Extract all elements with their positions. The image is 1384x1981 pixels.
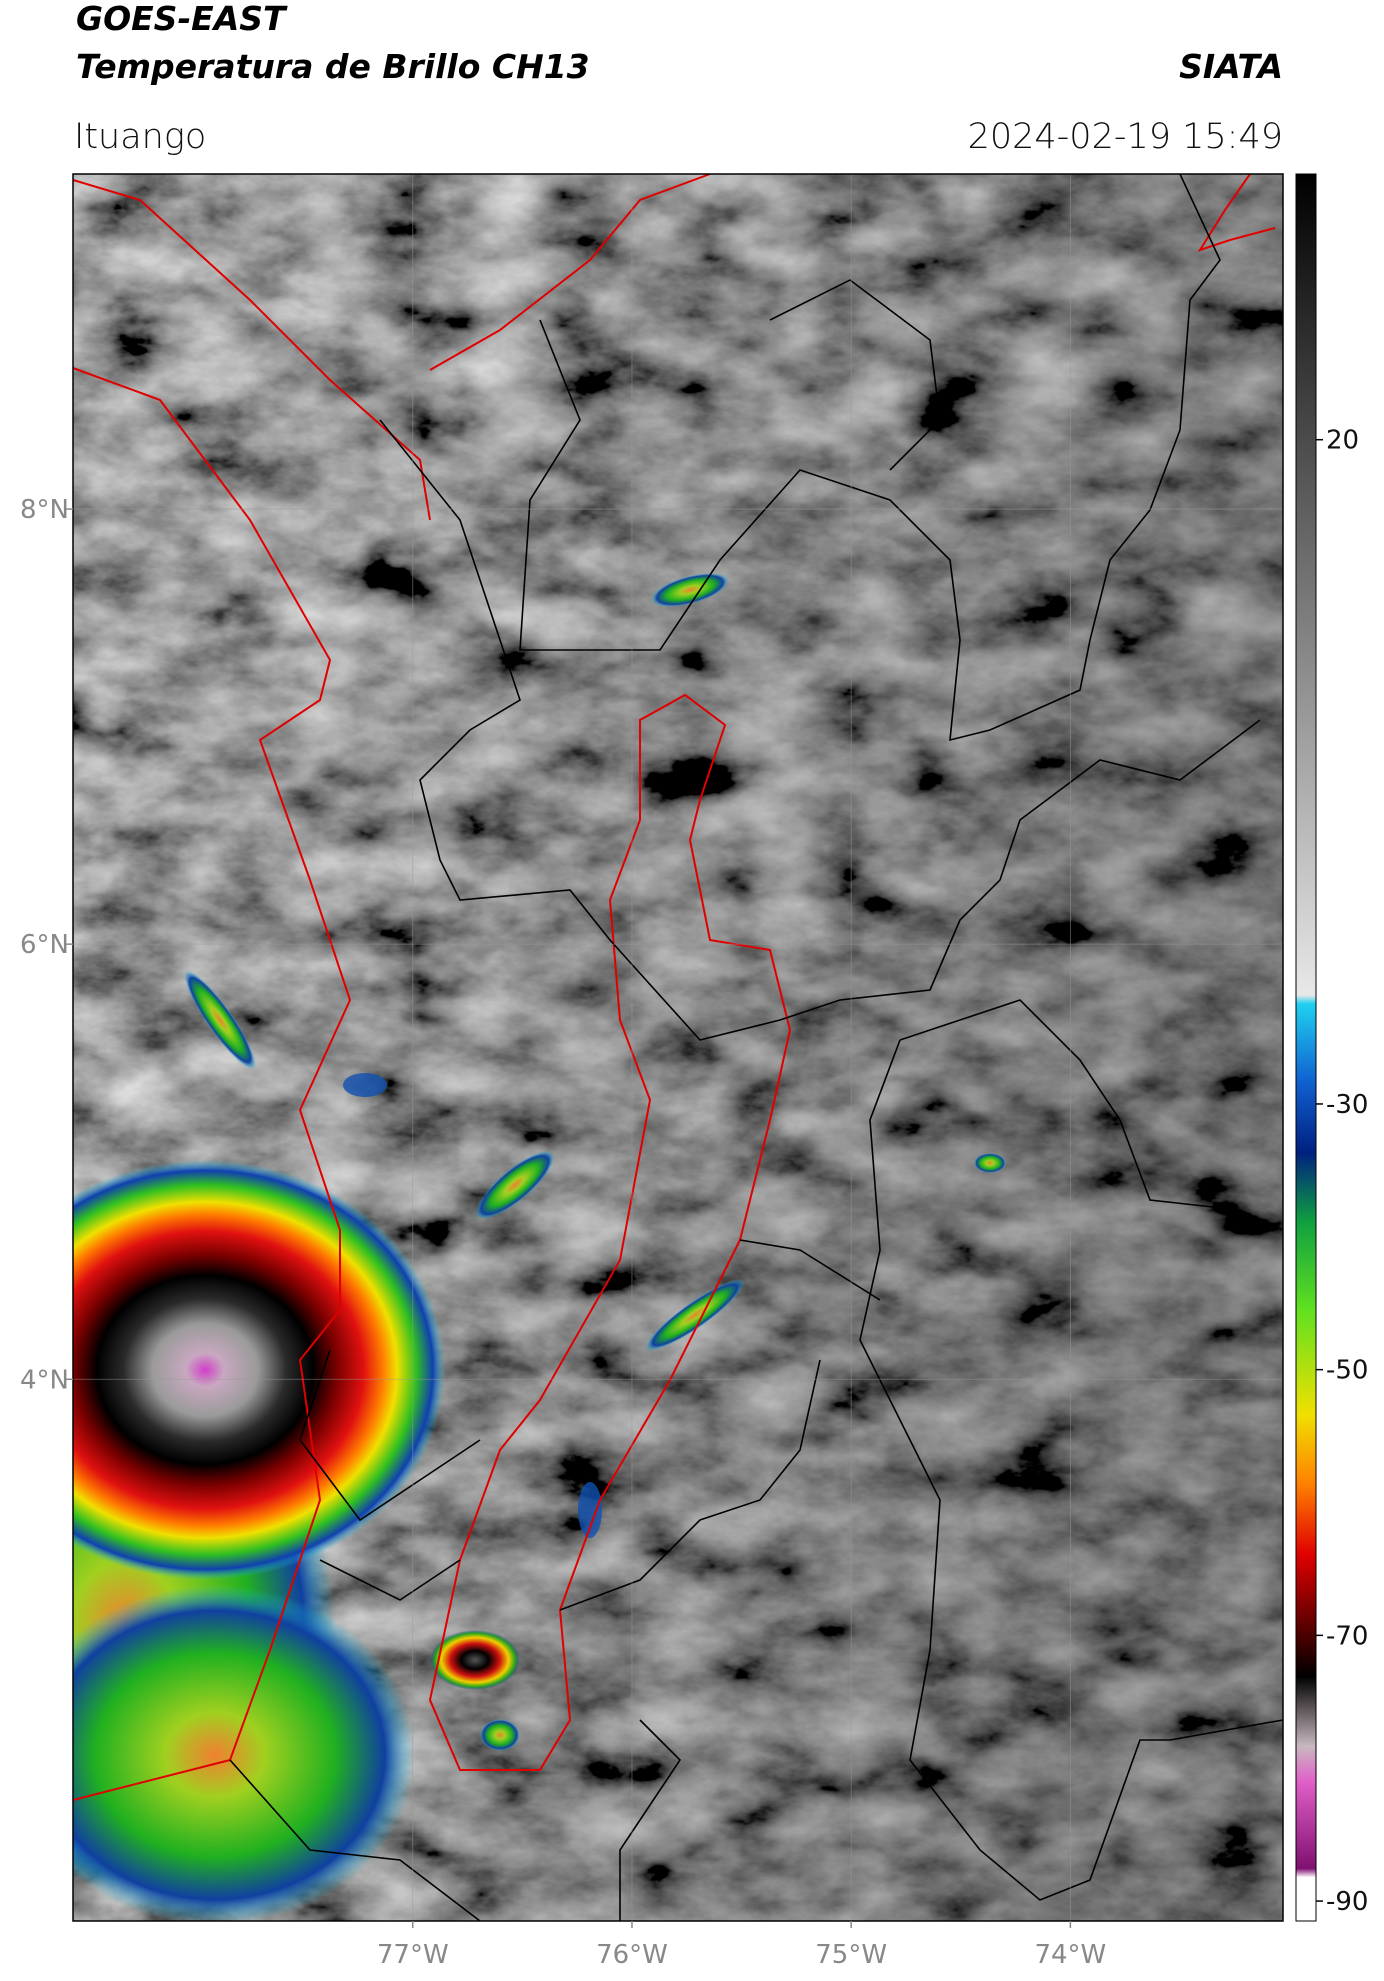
source: SIATA — [1179, 47, 1283, 86]
storm-cell — [73, 1160, 445, 1580]
convective-area — [73, 1585, 415, 1921]
map-frame — [72, 173, 1284, 1922]
cloud-cell — [651, 572, 729, 608]
colorbar-tick-label: 20 — [1326, 426, 1359, 456]
colorbar-tick-label: -30 — [1326, 1090, 1368, 1120]
region-border — [428, 693, 792, 1771]
admin-border — [229, 174, 1283, 1921]
location: Ituango — [74, 117, 206, 157]
coastline — [1197, 174, 1276, 252]
cloud-cell — [974, 1153, 1006, 1173]
title: GOES-EAST — [76, 0, 288, 38]
cloud-cell — [645, 1278, 745, 1352]
cloud-cell — [578, 1482, 602, 1538]
coastline — [73, 367, 352, 1801]
y-tick-label: 6°N — [20, 930, 69, 960]
cloud-cell — [475, 1150, 555, 1220]
colorbar-tick-label: -70 — [1326, 1621, 1368, 1651]
y-tick-label: 8°N — [20, 495, 69, 525]
coastline — [73, 174, 711, 521]
graticule — [73, 174, 1283, 1921]
x-tick-label: 74°W — [1034, 1940, 1106, 1970]
x-tick-label: 76°W — [596, 1940, 668, 1970]
cloud-cell — [480, 1719, 520, 1751]
cloud-cell — [183, 970, 257, 1070]
cloud-cell — [343, 1073, 387, 1097]
colorbar-tick-label: -50 — [1326, 1356, 1368, 1386]
x-tick-label: 77°W — [377, 1940, 449, 1970]
subtitle: Temperatura de Brillo CH13 — [76, 47, 590, 86]
y-tick-label: 4°N — [20, 1365, 69, 1395]
x-tick-label: 75°W — [815, 1940, 887, 1970]
colorbar — [1295, 173, 1317, 1922]
colorbar-tick-label: -90 — [1326, 1887, 1368, 1917]
datetime: 2024-02-19 15:49 — [968, 117, 1283, 157]
storm-cell — [430, 1630, 520, 1690]
map-image — [73, 174, 1283, 1921]
